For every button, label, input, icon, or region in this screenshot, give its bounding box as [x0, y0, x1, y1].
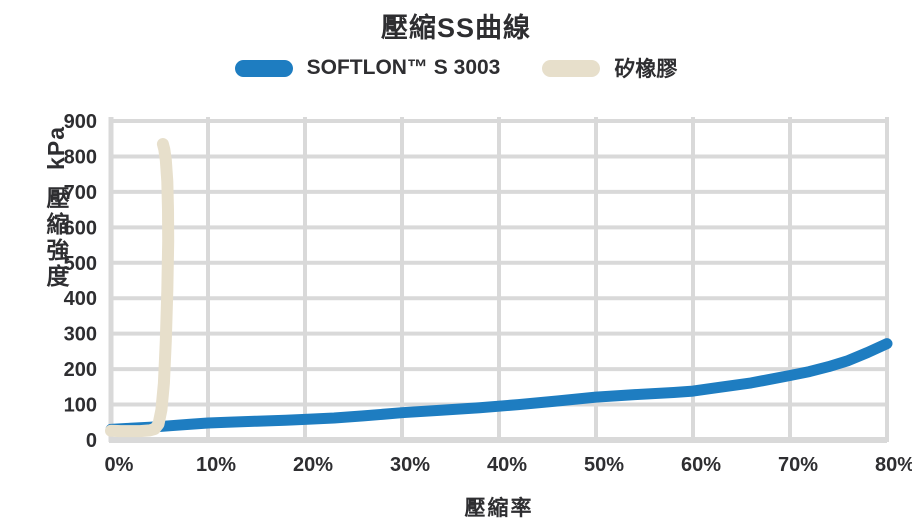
legend-label-softlon: SOFTLON™ S 3003 — [306, 56, 501, 79]
y-axis-label: kPa 壓縮強度 — [30, 126, 82, 346]
x-tick-label: 40% — [487, 454, 527, 476]
y-axis-name: 壓縮強度 — [43, 185, 69, 290]
legend-swatch-silicone — [542, 59, 601, 77]
chart-title: 壓縮SS曲線 — [380, 13, 532, 43]
y-tick-label: 100 — [64, 395, 97, 417]
x-tick-label: 70% — [778, 454, 818, 476]
x-tick-label: 20% — [293, 454, 333, 476]
y-tick-label: 700 — [64, 182, 97, 204]
x-tick-label: 50% — [584, 454, 624, 476]
y-tick-label: 900 — [64, 111, 97, 133]
legend-item-silicone: 矽橡膠 — [542, 53, 677, 83]
y-tick-label: 400 — [64, 288, 97, 310]
legend-label-silicone: 矽橡膠 — [614, 58, 678, 81]
x-tick-label: 10% — [196, 454, 236, 476]
curve-silicone — [105, 138, 175, 438]
legend-item-softlon: SOFTLON™ S 3003 — [234, 56, 501, 80]
y-tick-label: 500 — [64, 253, 97, 275]
y-tick-label: 0 — [86, 430, 97, 452]
curve-softlon — [105, 338, 893, 435]
x-tick-label: 80% — [875, 454, 912, 476]
x-tick-label: 60% — [681, 454, 721, 476]
y-tick-label: 600 — [64, 217, 97, 239]
chart-legend: SOFTLON™ S 3003 矽橡膠 — [0, 54, 912, 82]
y-tick-label: 200 — [64, 359, 97, 381]
x-tick-label: 30% — [390, 454, 430, 476]
x-tick-label: 0% — [105, 454, 134, 476]
legend-swatch-softlon — [234, 59, 293, 77]
y-tick-label: 800 — [64, 146, 97, 168]
y-tick-label: 300 — [64, 324, 97, 346]
x-axis-title: 壓縮率 — [464, 497, 534, 520]
